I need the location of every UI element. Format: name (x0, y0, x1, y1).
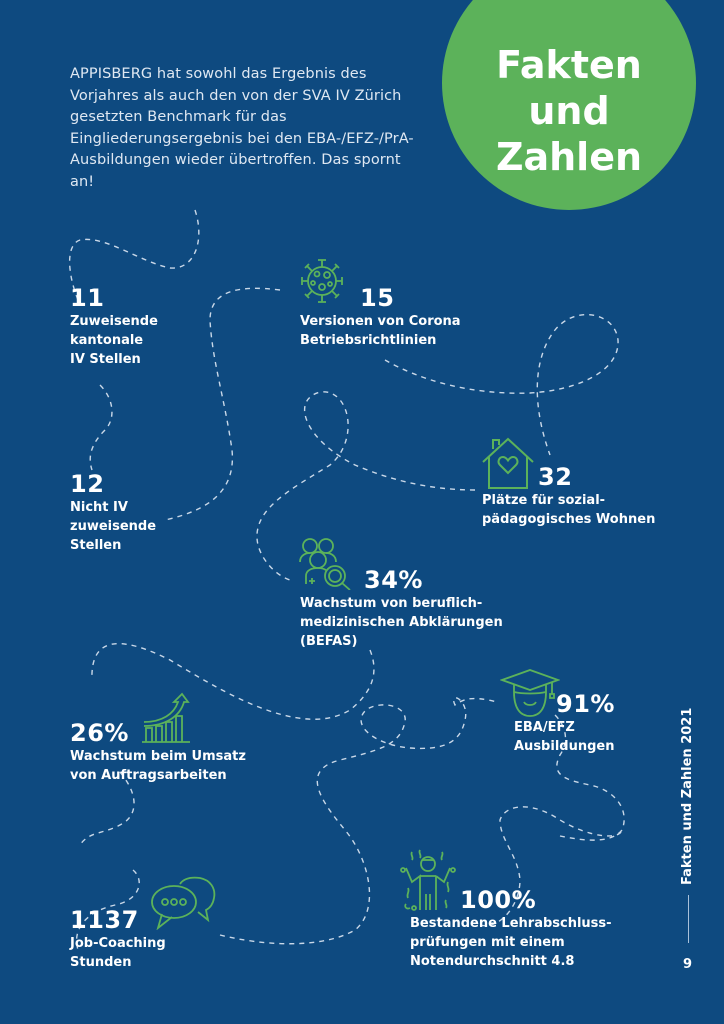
fact-value: 12 (70, 470, 105, 498)
page-title: Fakten und Zahlen (442, 42, 696, 180)
fact-value: 1137 (70, 906, 139, 934)
people-search-icon (299, 538, 351, 590)
fact-label: Nicht IV zuweisende Stellen (70, 498, 156, 555)
virus-icon (301, 259, 343, 303)
fact-label: EBA/EFZ Ausbildungen (514, 718, 615, 756)
growth-chart-icon (142, 692, 190, 743)
fact-label-line: Betriebsrichtlinien (300, 333, 437, 348)
title-line-1: Fakten (496, 43, 642, 87)
fact-value: 100% (460, 886, 537, 914)
fact-label-line: IV Stellen (70, 352, 141, 367)
fact-label-line: (BEFAS) (300, 634, 358, 649)
fact-value: 91% (556, 690, 615, 718)
fact-label: Versionen von Corona Betriebsrichtlinien (300, 312, 461, 350)
fact-label: Job-Coaching Stunden (70, 934, 166, 972)
fact-label-line: Versionen von Corona (300, 314, 461, 329)
fact-label-line: prüfungen mit einem (410, 935, 565, 950)
intro-paragraph: APPISBERG hat sowohl das Ergebnis des Vo… (70, 66, 414, 190)
fact-label-line: pädagogisches Wohnen (482, 512, 656, 527)
running-title: Fakten und Zahlen 2021 (680, 707, 695, 885)
fact-item: 15 Versionen von Corona Betriebsrichtlin… (300, 284, 461, 350)
fact-value: 32 (538, 463, 573, 491)
fact-label-line: Stunden (70, 955, 132, 970)
fact-label-line: Nicht IV (70, 500, 128, 515)
fact-label-line: Wachstum von beruflich- (300, 596, 483, 611)
fact-item: 34% Wachstum von beruflich- medizinische… (300, 566, 503, 651)
fact-label-line: Zuweisende (70, 314, 158, 329)
fact-label-line: von Auftragsarbeiten (70, 768, 227, 783)
fact-label: Zuweisende kantonale IV Stellen (70, 312, 158, 369)
fact-label: Plätze für sozial- pädagogisches Wohnen (482, 491, 655, 529)
title-line-2: und (528, 89, 610, 133)
fact-label-line: Plätze für sozial- (482, 493, 606, 508)
house-heart-icon (482, 437, 534, 489)
fact-item: 1137 Job-Coaching Stunden (70, 906, 166, 972)
fact-label-line: Notendurchschnitt 4.8 (410, 954, 575, 969)
fact-label: Bestandene Lehrabschluss- prüfungen mit … (410, 914, 612, 971)
fact-label-line: Ausbildungen (514, 739, 615, 754)
running-title-divider (688, 895, 689, 943)
fact-label-line: Job-Coaching (70, 936, 166, 951)
title-badge: Fakten und Zahlen (442, 0, 696, 210)
title-line-3: Zahlen (495, 135, 643, 179)
fact-label-line: zuweisende (70, 519, 157, 534)
fact-item: 11 Zuweisende kantonale IV Stellen (70, 284, 158, 369)
fact-item: 32 Plätze für sozial- pädagogisches Wohn… (482, 463, 655, 529)
celebrating-person-icon (400, 849, 456, 911)
fact-label-line: EBA/EFZ (514, 720, 575, 735)
fact-label: Wachstum beim Umsatz von Auftragsarbeite… (70, 747, 246, 785)
fact-label-line: Wachstum beim Umsatz (70, 749, 246, 764)
fact-label: Wachstum von beruflich- medizinischen Ab… (300, 594, 503, 651)
fact-value: 34% (364, 566, 423, 594)
fact-item: 12 Nicht IV zuweisende Stellen (70, 470, 156, 555)
fact-label-line: Bestandene Lehrabschluss- (410, 916, 612, 931)
graduation-cap-icon (500, 669, 560, 717)
fact-label-line: medizinischen Abklärungen (300, 615, 503, 630)
fact-value: 11 (70, 284, 105, 312)
page-number: 9 (683, 957, 693, 972)
fact-value: 26% (70, 719, 129, 747)
chat-bubbles-icon (151, 876, 216, 930)
fact-item: 100% Bestandene Lehrabschluss- prüfungen… (410, 886, 612, 971)
fact-item: 91% EBA/EFZ Ausbildungen (514, 690, 615, 756)
fact-label-line: Stellen (70, 538, 122, 553)
fact-value: 15 (360, 284, 395, 312)
fact-label-line: kantonale (70, 333, 144, 348)
fact-item: 26% Wachstum beim Umsatz von Auftragsarb… (70, 719, 246, 785)
